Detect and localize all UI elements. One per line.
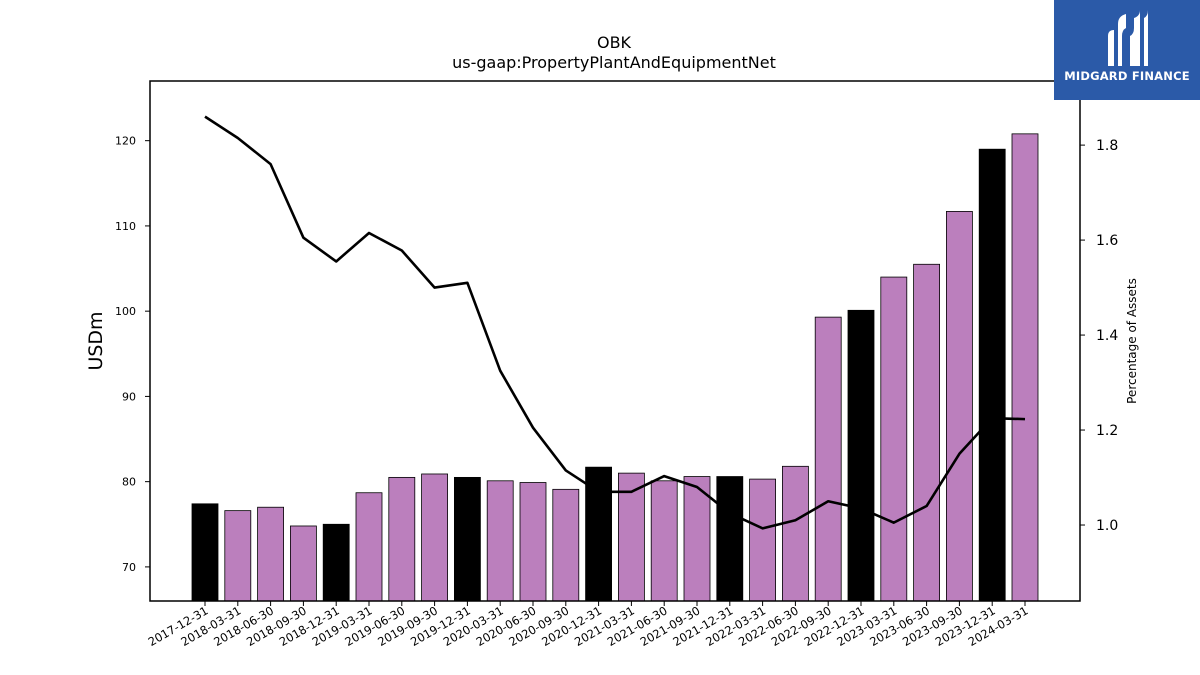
- y-tick-label: 80: [122, 476, 136, 489]
- y2-tick-label: 1.2: [1096, 423, 1118, 439]
- plot-frame: [149, 80, 1081, 602]
- bar-2019-09-30: [421, 473, 449, 602]
- line-layer: [204, 115, 1026, 530]
- y-tick-label: 110: [115, 220, 136, 233]
- bar-2018-03-31: [224, 510, 252, 602]
- bar-2022-12-31: [847, 309, 875, 602]
- percentage-line: [204, 115, 1026, 530]
- x-axis: 2017-12-312018-03-312018-06-302018-09-30…: [146, 601, 1031, 649]
- logo-text: MIDGARD FINANCE: [1064, 69, 1190, 83]
- bar-2017-12-31: [191, 503, 219, 602]
- bar-2022-09-30: [814, 316, 842, 602]
- bar-2019-12-31: [453, 476, 481, 602]
- bar-2018-12-31: [322, 523, 350, 602]
- y2-tick-label: 1.6: [1096, 233, 1118, 249]
- bar-2020-12-31: [585, 466, 612, 602]
- chart-subtitle: us-gaap:PropertyPlantAndEquipmentNet: [452, 53, 776, 72]
- bar-2023-03-31: [880, 276, 908, 602]
- y-tick-label: 90: [122, 390, 136, 403]
- y-tick-label: 120: [115, 135, 136, 148]
- bar-2021-03-31: [618, 472, 645, 602]
- bar-2020-03-31: [486, 480, 514, 602]
- bar-2020-06-30: [519, 482, 547, 602]
- y-tick-label: 70: [122, 561, 136, 574]
- bar-2019-06-30: [388, 476, 416, 602]
- y-tick-label: 100: [115, 305, 136, 318]
- bar-2018-09-30: [289, 525, 317, 602]
- y2-axis-label: Percentage of Assets: [1125, 278, 1139, 404]
- bar-2023-12-31: [978, 148, 1006, 602]
- bar-2018-06-30: [257, 506, 285, 602]
- y2-tick-label: 1.8: [1096, 138, 1118, 154]
- bar-2022-03-31: [749, 478, 776, 602]
- y2-tick-label: 1.0: [1096, 518, 1118, 534]
- bar-2023-09-30: [946, 211, 973, 602]
- bar-2021-09-30: [683, 476, 711, 602]
- bar-2023-06-30: [913, 263, 940, 602]
- bars-layer: [191, 133, 1039, 602]
- midgard-logo-icon: [1108, 10, 1148, 66]
- midgard-finance-logo: MIDGARD FINANCE: [1054, 0, 1200, 100]
- bar-2021-12-31: [716, 476, 744, 602]
- y-axis: 70 80 90 100 110 120: [115, 135, 150, 574]
- bar-2019-03-31: [355, 492, 383, 602]
- bar-2024-03-31: [1011, 133, 1039, 602]
- y2-axis: 1.0 1.2 1.4 1.6 1.8: [1080, 138, 1118, 534]
- y2-tick-label: 1.4: [1096, 328, 1118, 344]
- bar-2021-06-30: [650, 480, 678, 602]
- bar-2020-09-30: [552, 488, 580, 602]
- y-axis-label: USDm: [85, 311, 107, 370]
- bar-2022-06-30: [782, 465, 809, 602]
- chart-title: OBK: [597, 33, 632, 52]
